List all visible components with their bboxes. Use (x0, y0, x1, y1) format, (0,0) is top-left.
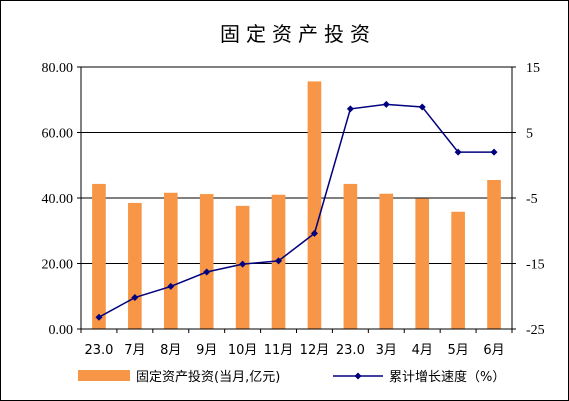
axis-layer: 0.00 20.00 40.00 60.00 80.00 -25 -15 -5 5 15 23.0 7… (42, 61, 545, 358)
y-right-tick-label: -5 (526, 192, 538, 207)
line-point (275, 257, 283, 265)
line-point (203, 268, 211, 276)
x-tick-label: 5月 (447, 343, 468, 358)
line-point (454, 148, 462, 156)
y-left-tick-label: 0.00 (49, 323, 74, 338)
line-point (382, 100, 390, 108)
bar (379, 193, 394, 329)
x-tick-label: 3月 (376, 343, 397, 358)
line-point (167, 282, 175, 290)
x-tick-label: 10月 (228, 343, 258, 358)
bar (163, 192, 178, 329)
y-left-tick-label: 60.00 (42, 127, 74, 142)
y-left-tick-label: 40.00 (42, 192, 74, 207)
bar (307, 81, 322, 329)
y-right-tick-label: -25 (526, 323, 545, 338)
x-tick-label: 4月 (412, 343, 433, 358)
bar (415, 198, 430, 329)
bar (451, 211, 465, 329)
line-point (239, 260, 247, 268)
bar (92, 183, 106, 329)
x-tick-label: 12月 (300, 343, 330, 358)
bar (487, 179, 501, 329)
grid-layer (81, 66, 512, 264)
legend-line-label: 累计增长速度（%） (389, 369, 505, 385)
y-left-tick-label: 80.00 (42, 61, 74, 76)
line-point (418, 103, 426, 111)
x-tick-label: 23.0 (84, 343, 113, 358)
x-tick-label: 9月 (196, 343, 217, 358)
x-tick-label: 7月 (124, 343, 145, 358)
legend: 固定资产投资(当月,亿元) 累计增长速度（%） (78, 369, 505, 385)
line-layer (95, 100, 498, 321)
legend-bar-label: 固定资产投资(当月,亿元) (136, 369, 280, 385)
legend-line-marker (354, 372, 362, 380)
growth-line (98, 103, 495, 318)
bar (128, 202, 142, 329)
line-point (131, 294, 139, 302)
y-right-tick-label: 5 (526, 127, 533, 142)
line-point (95, 313, 103, 321)
line-point (310, 229, 318, 237)
legend-bar-swatch (78, 370, 130, 381)
bar (199, 194, 214, 329)
line-point (490, 148, 498, 156)
x-tick-label: 8月 (160, 343, 181, 358)
x-tick-label: 6月 (483, 343, 504, 358)
x-tick-label: 11月 (264, 343, 294, 358)
bar (343, 183, 358, 329)
chart-title: 固定资产投资 (220, 22, 376, 46)
line-point (346, 105, 354, 113)
y-right-tick-label: -15 (526, 258, 545, 273)
y-right-tick-label: 15 (526, 61, 540, 76)
y-left-tick-label: 20.00 (42, 258, 74, 273)
x-tick-label: 23.0 (336, 343, 365, 358)
